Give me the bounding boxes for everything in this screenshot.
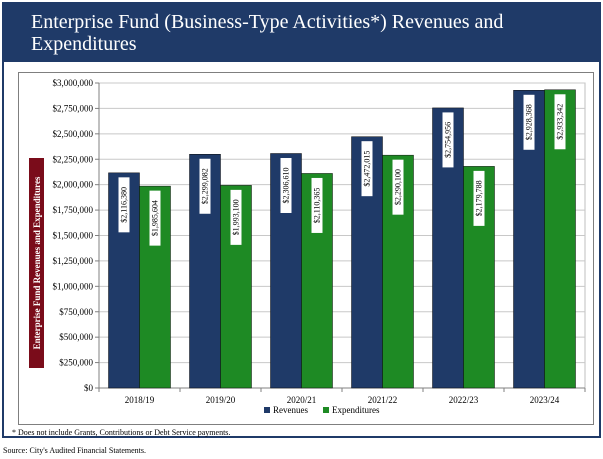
data-label: $1,993,100 bbox=[232, 199, 241, 235]
y-tick-label: $1,000,000 bbox=[53, 281, 94, 291]
data-label-bg bbox=[442, 112, 454, 168]
expenditures-bar bbox=[544, 89, 576, 389]
data-label: $2,472,015 bbox=[363, 151, 372, 187]
y-tick-label: $2,250,000 bbox=[53, 154, 94, 164]
data-label-bg bbox=[149, 190, 161, 246]
bar-chart: $0 $250,000 $500,000 $750,000 $1,000,000 $1,2… bbox=[29, 78, 586, 415]
data-label: $2,299,082 bbox=[201, 168, 210, 204]
data-label: $2,306,610 bbox=[282, 167, 291, 203]
legend-label-expenditures: Expenditures bbox=[332, 405, 380, 415]
x-tick-label: 2023/24 bbox=[530, 395, 560, 405]
y-tick-label: $2,000,000 bbox=[53, 180, 94, 190]
data-label: $2,754,956 bbox=[444, 122, 453, 158]
x-tick-label: 2018/19 bbox=[125, 395, 155, 405]
y-tick-label: $250,000 bbox=[59, 358, 93, 368]
chart-area: $0 $250,000 $500,000 $750,000 $1,000,000 $1,2… bbox=[18, 72, 594, 425]
y-axis-title: Enterprise Fund Revenues and Expenditure… bbox=[32, 176, 42, 349]
y-tick-label: $3,000,000 bbox=[53, 78, 94, 88]
data-label-bg bbox=[361, 141, 373, 197]
x-tick-label: 2022/23 bbox=[449, 395, 479, 405]
data-label-bg bbox=[554, 94, 566, 150]
data-label: $2,179,788 bbox=[475, 180, 484, 216]
data-label-bg bbox=[280, 157, 292, 213]
y-tick-label: $2,750,000 bbox=[53, 103, 94, 113]
legend-swatch-expenditures bbox=[323, 407, 329, 413]
data-label-bg bbox=[230, 189, 242, 245]
title-bar: Enterprise Fund (Business-Type Activitie… bbox=[4, 4, 599, 62]
x-tick-label: 2019/20 bbox=[206, 395, 236, 405]
y-tick-label: $750,000 bbox=[59, 307, 93, 317]
y-tick-label: $500,000 bbox=[59, 332, 93, 342]
x-tick-label: 2021/22 bbox=[368, 395, 398, 405]
y-tick-label: $1,750,000 bbox=[53, 205, 94, 215]
data-label: $2,933,342 bbox=[556, 104, 565, 140]
data-label-bg bbox=[473, 170, 485, 226]
y-tick-label: $1,500,000 bbox=[53, 231, 94, 241]
data-label: $2,928,368 bbox=[525, 104, 534, 140]
data-label-bg bbox=[392, 159, 404, 215]
data-label-bg bbox=[118, 177, 130, 233]
page-title: Enterprise Fund (Business-Type Activitie… bbox=[31, 11, 504, 55]
y-tick-label: $1,250,000 bbox=[53, 256, 94, 266]
data-label: $2,290,100 bbox=[394, 169, 403, 205]
data-label: $2,110,365 bbox=[313, 188, 322, 224]
x-tick-label: 2020/21 bbox=[287, 395, 317, 405]
footnote: * Does not include Grants, Contributions… bbox=[12, 428, 231, 437]
legend-label-revenues: Revenues bbox=[273, 405, 308, 415]
data-label-bg bbox=[311, 177, 323, 233]
y-axis-title-box bbox=[29, 158, 44, 368]
y-tick-label: $2,500,000 bbox=[53, 129, 94, 139]
data-label: $1,985,604 bbox=[151, 200, 160, 236]
data-label: $2,116,380 bbox=[120, 187, 129, 223]
slide-frame: Enterprise Fund (Business-Type Activitie… bbox=[2, 2, 601, 438]
y-tick-label: $0 bbox=[84, 383, 94, 393]
source-note: Source: City's Audited Financial Stateme… bbox=[3, 446, 146, 455]
data-label-bg bbox=[199, 158, 211, 214]
legend-swatch-revenues bbox=[264, 407, 270, 413]
data-label-bg bbox=[523, 94, 535, 150]
